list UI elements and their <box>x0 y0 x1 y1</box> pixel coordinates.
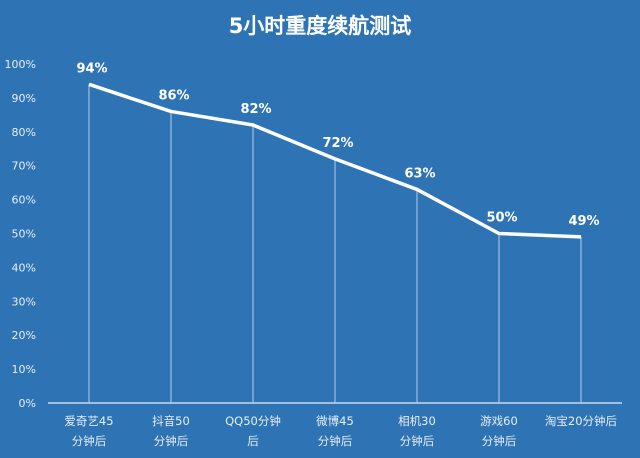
x-category-label: 抖音50 <box>152 414 190 428</box>
data-label: 49% <box>568 214 599 229</box>
x-category-label: 分钟后 <box>400 434 435 448</box>
drop-lines <box>88 84 582 403</box>
series-line <box>88 82 582 239</box>
x-category-label: 分钟后 <box>154 434 189 448</box>
data-label: 50% <box>486 211 517 226</box>
data-label: 86% <box>158 88 189 103</box>
x-category-label: 后 <box>247 434 259 448</box>
chart-title: 5小时重度续航测试 <box>228 14 412 38</box>
y-tick-label: 50% <box>12 228 36 241</box>
y-tick-label: 40% <box>12 261 36 274</box>
x-category-label: 淘宝20分钟后 <box>545 414 617 428</box>
data-label: 72% <box>322 136 353 151</box>
y-tick-label: 90% <box>12 92 36 105</box>
y-tick-label: 30% <box>12 295 36 308</box>
y-tick-label: 10% <box>12 363 36 376</box>
y-tick-label: 80% <box>12 126 36 139</box>
x-category-label: 分钟后 <box>482 434 517 448</box>
x-category-label: QQ50分钟 <box>225 414 281 428</box>
x-category-label: 分钟后 <box>72 434 107 448</box>
x-category-label: 爱奇艺45 <box>64 414 113 428</box>
y-axis-labels: 0% 10% 20% 30% 40% 50% 60% 70% 80% 90% 100% <box>5 58 36 410</box>
x-category-label: 游戏60 <box>480 414 518 428</box>
y-tick-label: 60% <box>12 194 36 207</box>
y-tick-label: 100% <box>5 58 36 71</box>
x-category-label: 微博45 <box>316 414 354 428</box>
y-tick-label: 70% <box>12 160 36 173</box>
x-category-label: 相机30 <box>398 414 436 428</box>
data-label: 63% <box>404 166 435 181</box>
y-tick-label: 0% <box>19 397 36 410</box>
x-category-label: 分钟后 <box>318 434 353 448</box>
y-tick-label: 20% <box>12 329 36 342</box>
data-label: 94% <box>76 61 107 76</box>
data-labels: 94% 86% 82% 72% 63% 50% 49% <box>76 61 599 229</box>
data-label: 82% <box>240 102 271 117</box>
